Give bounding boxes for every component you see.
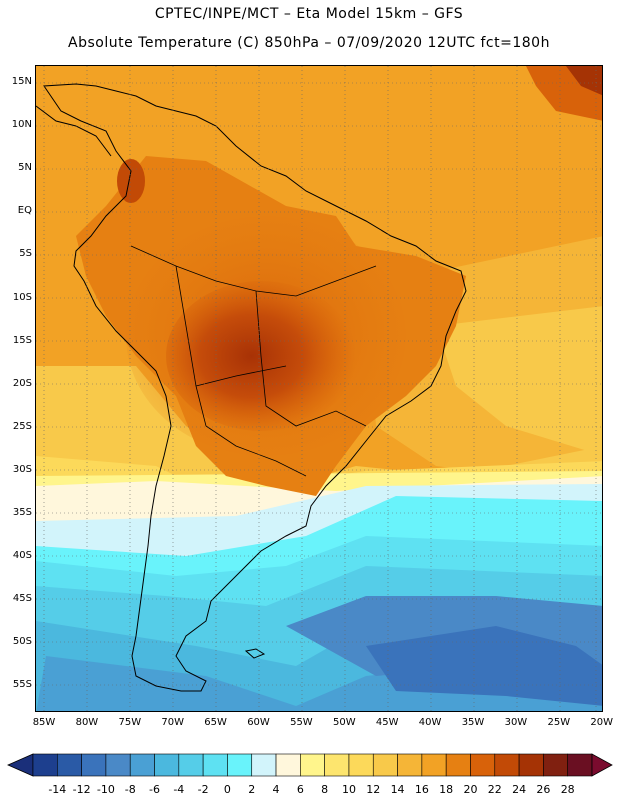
colorbar-label: 26 xyxy=(536,783,551,796)
lon-label: 35W xyxy=(461,717,485,728)
lat-label: 20S xyxy=(12,377,32,389)
lon-label: 25W xyxy=(547,717,571,728)
lat-label: 15S xyxy=(12,334,32,346)
colorbar-label: 2 xyxy=(248,783,256,796)
lon-label: 30W xyxy=(504,717,528,728)
colorbar-label: 12 xyxy=(366,783,381,796)
lat-label: 5N xyxy=(18,162,32,174)
colorbar-label: 4 xyxy=(272,783,280,796)
colorbar-swatch xyxy=(470,753,496,777)
colorbar-label: -8 xyxy=(124,783,136,796)
colorbar-swatch xyxy=(421,753,447,777)
lat-label: 10S xyxy=(12,291,32,303)
map-canvas xyxy=(36,66,602,711)
colorbar-swatch xyxy=(154,753,180,777)
field-24-andes-north xyxy=(117,159,145,203)
field-m8 xyxy=(366,626,602,706)
colorbar-max-arrow xyxy=(591,753,613,777)
colorbar-swatch xyxy=(178,753,204,777)
colorbar-swatch xyxy=(445,753,471,777)
map-title-line-1: CPTEC/INPE/MCT – Eta Model 15km – GFS xyxy=(154,6,464,22)
lon-label: 50W xyxy=(332,717,356,728)
south-america-coastline xyxy=(43,83,467,692)
field-14-south xyxy=(36,366,602,506)
colorbar-swatch xyxy=(105,753,131,777)
lat-label: EQ xyxy=(17,205,32,217)
lon-label: 65W xyxy=(204,717,227,728)
colorbar-swatch xyxy=(372,753,398,777)
colorbar-label: 16 xyxy=(414,783,429,796)
lat-label: 50S xyxy=(12,636,32,648)
colorbar-label: 6 xyxy=(296,783,304,796)
colorbar-min-arrow xyxy=(7,753,34,777)
lon-label: 75W xyxy=(118,717,142,728)
falkland-islands xyxy=(244,648,266,659)
lon-label: 20W xyxy=(590,717,613,728)
colorbar-swatch xyxy=(202,753,228,777)
lon-label: 80W xyxy=(75,717,99,728)
colorbar-label: 22 xyxy=(487,783,502,796)
lon-label: 55W xyxy=(290,717,313,728)
lat-label: 40S xyxy=(12,550,32,562)
field-26-corner xyxy=(566,66,602,96)
colorbar-swatch xyxy=(397,753,423,777)
temperature-map xyxy=(35,65,603,712)
colorbar-label: -2 xyxy=(197,783,209,796)
colorbar-swatch xyxy=(32,753,58,777)
colorbar-swatch xyxy=(275,753,301,777)
colorbar-swatch xyxy=(324,753,350,777)
lat-label: 15N xyxy=(11,76,32,87)
field-14 xyxy=(436,306,602,456)
colorbar-swatch xyxy=(57,753,82,777)
colorbar-swatch xyxy=(129,753,155,777)
lat-label: 25S xyxy=(12,420,32,432)
colorbar-swatch xyxy=(543,753,568,777)
colorbar-label: 8 xyxy=(321,783,329,796)
colorbar-label: -14 xyxy=(48,783,67,796)
colorbar-label: 20 xyxy=(463,783,478,796)
lat-lon-gridlines xyxy=(36,66,602,711)
colorbar-label: 28 xyxy=(560,783,575,796)
lat-label: 10N xyxy=(11,119,32,131)
colorbar-label: -4 xyxy=(173,783,185,796)
lon-label: 60W xyxy=(247,717,270,728)
colorbar-swatch xyxy=(81,753,107,777)
colorbar-swatch xyxy=(518,753,544,777)
colorbar-swatch xyxy=(494,753,520,777)
colorbar-swatch xyxy=(348,753,374,777)
lon-label: 40W xyxy=(418,717,442,728)
colorbar-swatch xyxy=(227,753,253,777)
colorbar-label: 14 xyxy=(390,783,405,796)
lat-label: 55S xyxy=(12,679,32,691)
lat-label: 5S xyxy=(19,248,32,260)
lat-label: 30S xyxy=(12,463,32,475)
colorbar-swatch xyxy=(251,753,277,777)
colorbar-label: 10 xyxy=(341,783,356,796)
colorbar-swatch xyxy=(300,753,325,777)
colorbar-label: -6 xyxy=(149,783,160,796)
colorbar-label: -12 xyxy=(72,783,91,796)
colorbar-swatch xyxy=(567,753,593,777)
lat-label: 45S xyxy=(12,593,32,605)
colorbar-label: -10 xyxy=(96,783,115,796)
lon-label: 45W xyxy=(375,717,399,728)
lat-label: 35S xyxy=(12,507,32,518)
lon-label: 85W xyxy=(32,717,56,728)
map-title-line-2: Absolute Temperature (C) 850hPa – 07/09/… xyxy=(68,35,550,51)
colorbar-label: 24 xyxy=(512,783,527,796)
colorbar-label: 18 xyxy=(439,783,454,796)
country-borders xyxy=(130,245,377,477)
lon-label: 70W xyxy=(161,717,184,728)
colorbar-label: 0 xyxy=(223,783,231,796)
colorbar xyxy=(7,753,613,777)
